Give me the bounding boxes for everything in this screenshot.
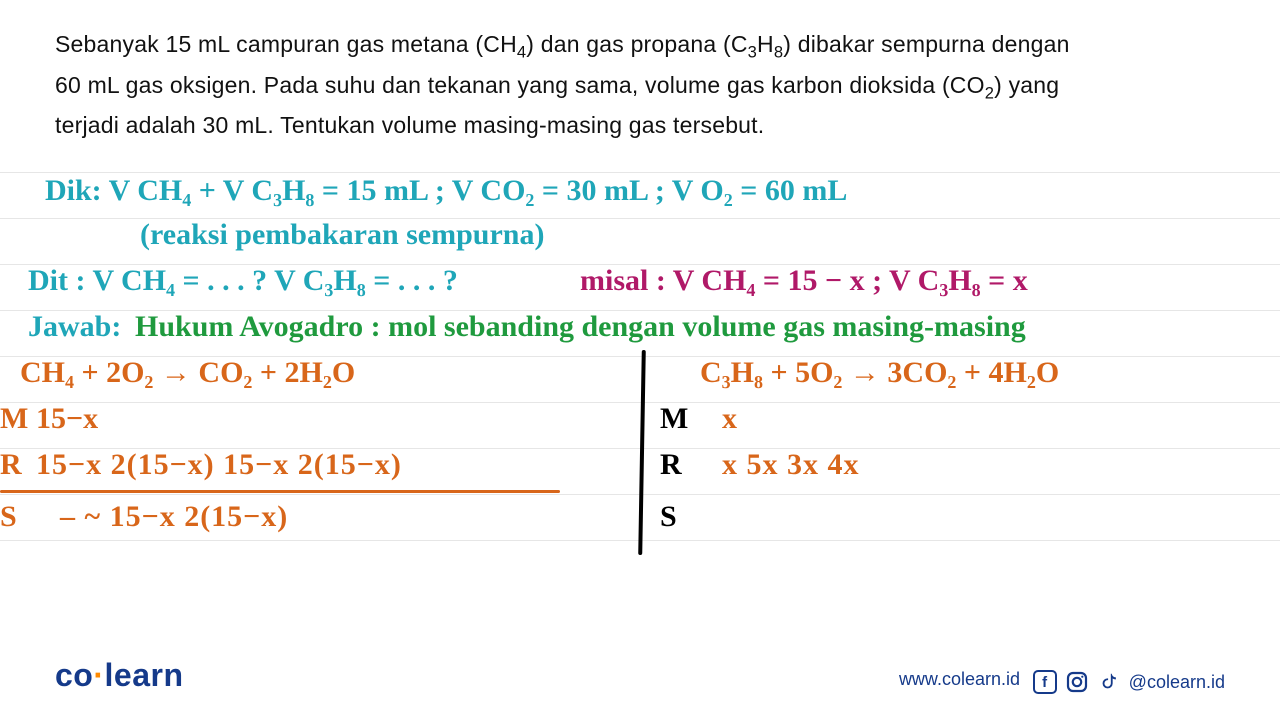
hw-eq-left: CH₄ + 2O₂ → CO₂ + 2H₂O — [20, 356, 355, 390]
brand-logo: co·learn — [55, 657, 183, 694]
hw-M-right-label: M — [660, 402, 688, 436]
hw-M-right-vals: x — [722, 402, 737, 436]
hw-misal: misal : V CH₄ = 15 − x ; V C₃H₈ = x — [580, 264, 1028, 298]
footer-handle: @colearn.id — [1129, 672, 1225, 693]
logo-text-a: co — [55, 657, 93, 693]
problem-statement: Sebanyak 15 mL campuran gas metana (CH4)… — [55, 28, 1085, 142]
hw-hukum: Hukum Avogadro : mol sebanding dengan vo… — [135, 310, 1026, 344]
hw-dik-line2: (reaksi pembakaran sempurna) — [140, 218, 544, 252]
tiktok-icon — [1097, 670, 1121, 694]
hw-M-left-vals: 15−x — [36, 402, 98, 436]
hw-dik-line1: Dik: V CH₄ + V C₃H₈ = 15 mL ; V CO₂ = 30… — [45, 174, 847, 208]
hw-R-right-vals: x 5x 3x 4x — [722, 448, 860, 482]
hw-R-right-label: R — [660, 448, 682, 482]
hw-dit: Dit : V CH₄ = . . . ? V C₃H₈ = . . . ? — [28, 264, 458, 298]
hw-left-reaction-hr — [0, 490, 560, 493]
hw-S-left-label: S — [0, 500, 17, 534]
hw-S-left-vals: – ~ 15−x 2(15−x) — [60, 500, 288, 534]
hw-M-left-label: M — [0, 402, 28, 436]
page-root: { "layout": { "canvas": { "width": 1280,… — [0, 0, 1280, 720]
facebook-icon: f — [1033, 670, 1057, 694]
footer-url: www.colearn.id — [899, 669, 1020, 690]
hw-S-right-label: S — [660, 500, 677, 534]
instagram-icon — [1065, 670, 1089, 694]
hw-R-left-label: R — [0, 448, 22, 482]
logo-dot: · — [93, 657, 104, 693]
hw-jawab-label: Jawab: — [28, 310, 121, 344]
footer-social: f @colearn.id — [1033, 670, 1225, 694]
footer: co·learn www.colearn.id f @colearn.id — [0, 640, 1280, 720]
hw-R-left-vals: 15−x 2(15−x) 15−x 2(15−x) — [36, 448, 402, 482]
hw-eq-right: C₃H₈ + 5O₂ → 3CO₂ + 4H₂O — [700, 356, 1059, 390]
logo-text-b: learn — [105, 657, 184, 693]
